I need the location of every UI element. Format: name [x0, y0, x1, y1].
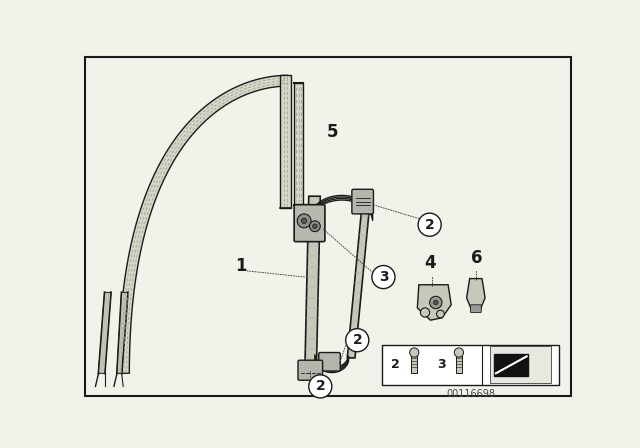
Circle shape	[429, 296, 442, 309]
FancyBboxPatch shape	[470, 305, 481, 313]
Text: 6: 6	[471, 249, 483, 267]
Text: 2: 2	[353, 333, 362, 347]
Polygon shape	[467, 279, 485, 311]
Polygon shape	[99, 293, 111, 373]
Bar	[456, 356, 462, 373]
Text: 4: 4	[424, 254, 436, 272]
FancyBboxPatch shape	[352, 189, 373, 214]
Polygon shape	[280, 75, 291, 208]
FancyBboxPatch shape	[319, 353, 340, 371]
Polygon shape	[117, 293, 128, 373]
Text: 00116698: 00116698	[446, 389, 495, 399]
Polygon shape	[417, 285, 451, 320]
Bar	[411, 356, 417, 373]
FancyBboxPatch shape	[294, 205, 325, 241]
Polygon shape	[348, 198, 371, 358]
Circle shape	[410, 348, 419, 357]
Bar	[490, 346, 551, 383]
Text: 5: 5	[326, 123, 338, 141]
Circle shape	[436, 310, 444, 318]
Circle shape	[418, 213, 441, 236]
Circle shape	[310, 221, 320, 232]
Polygon shape	[118, 75, 288, 373]
Text: 3: 3	[438, 358, 446, 371]
Polygon shape	[294, 83, 303, 205]
Circle shape	[308, 375, 332, 398]
Circle shape	[312, 224, 317, 228]
Circle shape	[372, 266, 395, 289]
Circle shape	[297, 214, 311, 228]
Polygon shape	[493, 354, 528, 375]
Circle shape	[420, 308, 429, 317]
Text: 2: 2	[316, 379, 325, 393]
Text: 1: 1	[236, 257, 247, 275]
Text: 2: 2	[392, 358, 400, 371]
Circle shape	[433, 300, 438, 305]
Text: 2: 2	[425, 218, 435, 232]
Circle shape	[346, 329, 369, 352]
Text: 3: 3	[379, 270, 388, 284]
Bar	[382, 345, 559, 385]
FancyBboxPatch shape	[298, 360, 323, 380]
Polygon shape	[305, 196, 320, 368]
Circle shape	[301, 218, 307, 224]
Circle shape	[454, 348, 463, 357]
